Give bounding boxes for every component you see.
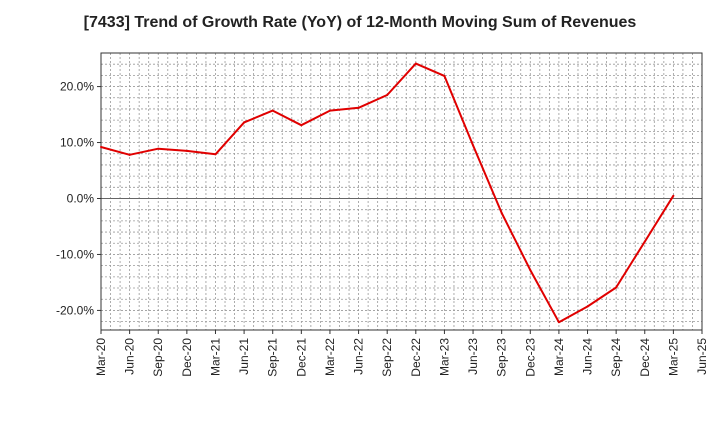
data-point (300, 124, 303, 127)
data-point (271, 109, 274, 112)
x-tick-label: Sep-24 (609, 338, 623, 377)
x-tick-label: Jun-22 (352, 338, 366, 375)
x-tick-label: Dec-24 (638, 338, 652, 377)
data-point (586, 305, 589, 308)
x-tick-label: Jun-25 (695, 338, 709, 375)
x-tick-label: Dec-22 (409, 338, 423, 377)
data-point (557, 321, 560, 324)
data-point (472, 144, 475, 147)
x-tick-label: Mar-21 (208, 338, 222, 376)
y-tick-label: 0.0% (67, 191, 95, 205)
plot-area (101, 53, 702, 330)
y-tick-label: -10.0% (56, 247, 94, 261)
y-tick-label: -20.0% (56, 303, 94, 317)
data-point (243, 121, 246, 124)
data-point (615, 286, 618, 289)
y-tick-label: 20.0% (60, 80, 94, 94)
data-point (100, 146, 102, 149)
x-tick-label: Mar-24 (552, 338, 566, 376)
chart-title: [7433] Trend of Growth Rate (YoY) of 12-… (83, 14, 637, 31)
x-tick-label: Dec-23 (523, 338, 537, 377)
data-point (643, 240, 646, 243)
x-tick-label: Sep-21 (266, 338, 280, 377)
data-point (500, 212, 503, 215)
data-point (128, 153, 131, 156)
data-point (414, 62, 417, 65)
y-tick-label: 10.0% (60, 136, 94, 150)
x-tick-label: Mar-20 (94, 338, 108, 376)
x-tick-label: Dec-21 (294, 338, 308, 377)
data-point (386, 93, 389, 96)
x-tick-label: Jun-24 (581, 338, 595, 375)
data-point (672, 194, 675, 197)
x-tick-label: Sep-22 (380, 338, 394, 377)
data-point (357, 106, 360, 109)
x-tick-label: Mar-25 (666, 338, 680, 376)
data-point (443, 74, 446, 77)
data-point (529, 269, 532, 272)
x-tick-label: Dec-20 (180, 338, 194, 377)
data-point (214, 153, 217, 156)
x-tick-label: Sep-23 (495, 338, 509, 377)
x-tick-label: Sep-20 (151, 338, 165, 377)
x-tick-label: Jun-23 (466, 338, 480, 375)
data-point (157, 147, 160, 150)
data-point (185, 149, 188, 152)
x-tick-label: Mar-22 (323, 338, 337, 376)
data-point (328, 109, 331, 112)
plot-frame (100, 52, 703, 331)
x-tick-label: Jun-21 (237, 338, 251, 375)
x-tick-label: Mar-23 (437, 338, 451, 376)
x-tick-label: Jun-20 (123, 338, 137, 375)
